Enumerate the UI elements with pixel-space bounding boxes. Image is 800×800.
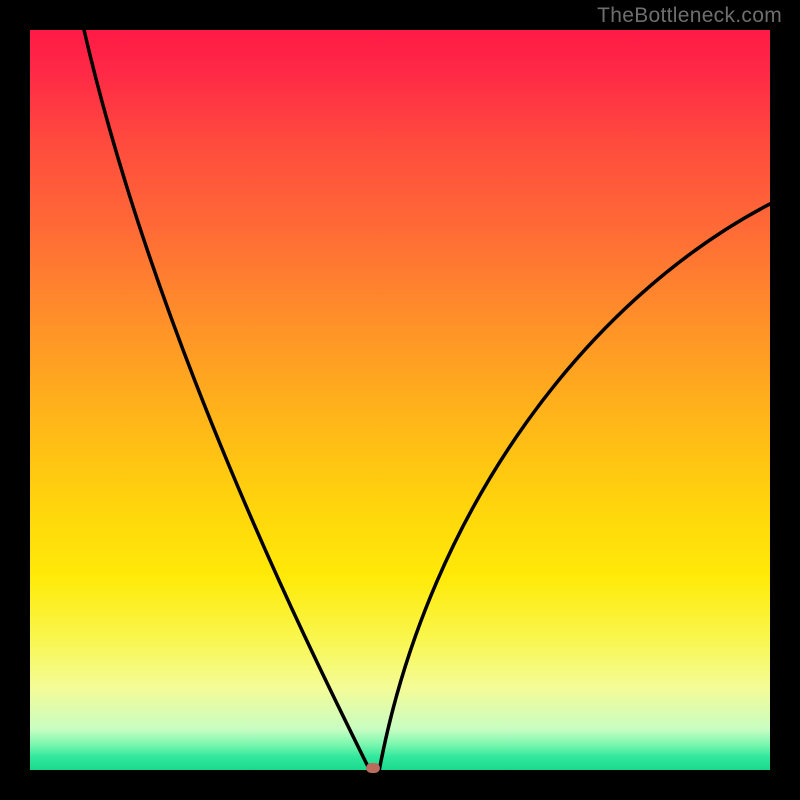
chart-svg [0,0,800,800]
plot-background [30,30,770,770]
bottleneck-chart [0,0,800,800]
minimum-marker [366,763,380,773]
watermark: TheBottleneck.com [597,4,782,28]
